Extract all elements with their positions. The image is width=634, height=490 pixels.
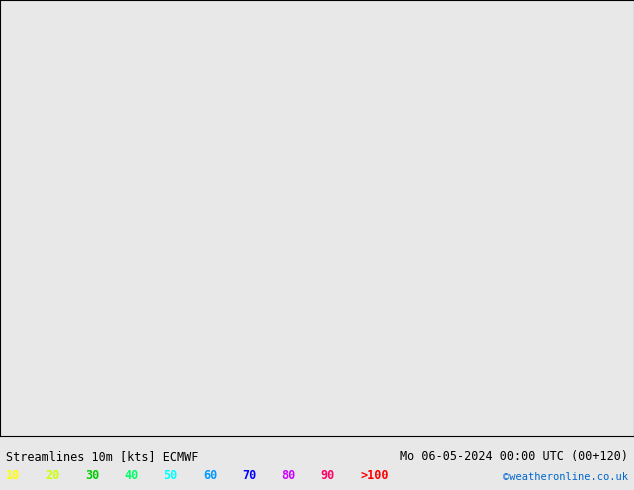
Text: 90: 90 bbox=[321, 469, 335, 482]
Text: >100: >100 bbox=[360, 469, 389, 482]
Text: ©weatheronline.co.uk: ©weatheronline.co.uk bbox=[503, 472, 628, 482]
Text: 50: 50 bbox=[164, 469, 178, 482]
Text: 60: 60 bbox=[203, 469, 217, 482]
Text: 30: 30 bbox=[85, 469, 99, 482]
Text: 70: 70 bbox=[242, 469, 256, 482]
Text: 20: 20 bbox=[46, 469, 60, 482]
Text: 80: 80 bbox=[281, 469, 295, 482]
Text: 10: 10 bbox=[6, 469, 20, 482]
Text: 40: 40 bbox=[124, 469, 138, 482]
Text: Streamlines 10m [kts] ECMWF: Streamlines 10m [kts] ECMWF bbox=[6, 450, 198, 463]
Text: Mo 06-05-2024 00:00 UTC (00+120): Mo 06-05-2024 00:00 UTC (00+120) bbox=[399, 450, 628, 463]
